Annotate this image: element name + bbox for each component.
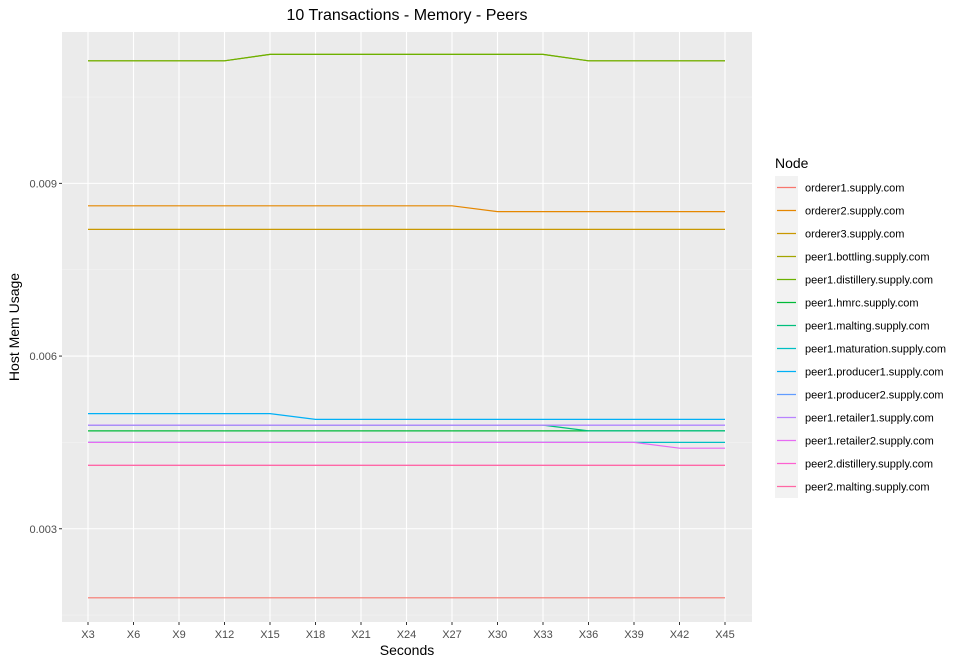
x-tick-label: X9 — [172, 629, 185, 641]
legend-item: peer1.malting.supply.com — [775, 314, 930, 337]
series-lines — [88, 53, 725, 599]
legend-item: peer1.distillery.supply.com — [775, 268, 933, 291]
legend-label: peer1.producer1.supply.com — [805, 367, 944, 379]
x-tick-label: X36 — [579, 629, 599, 641]
legend-label: peer1.hmrc.supply.com — [805, 298, 919, 310]
legend-label: peer1.retailer2.supply.com — [805, 436, 934, 448]
series-line-2 — [88, 205, 725, 213]
legend-item: peer1.producer1.supply.com — [775, 360, 944, 383]
major-gridlines — [62, 32, 752, 622]
legend-item: orderer2.supply.com — [775, 199, 904, 222]
x-tick-label: X30 — [488, 629, 508, 641]
x-tick-label: X39 — [624, 629, 644, 641]
x-tick-label: X3 — [81, 629, 94, 641]
legend-label: orderer3.supply.com — [805, 229, 904, 241]
x-tick-label: X18 — [306, 629, 326, 641]
series-line-12 — [88, 441, 725, 449]
x-tick-label: X21 — [351, 629, 371, 641]
x-tick-label: X27 — [442, 629, 462, 641]
legend-label: peer1.maturation.supply.com — [805, 344, 946, 356]
x-tick-label: X33 — [533, 629, 553, 641]
legend-item: peer2.malting.supply.com — [775, 475, 930, 498]
legend-label: peer1.malting.supply.com — [805, 321, 930, 333]
x-tick-label: X45 — [715, 629, 735, 641]
y-axis-title: Host Mem Usage — [6, 273, 22, 381]
legend-title: Node — [775, 155, 809, 171]
chart-title: 10 Transactions - Memory - Peers — [287, 7, 528, 24]
x-axis-title: Seconds — [380, 642, 434, 658]
legend: Node orderer1.supply.com orderer2.supply.… — [775, 155, 946, 498]
x-tick-label: X42 — [670, 629, 690, 641]
legend-item: peer2.distillery.supply.com — [775, 452, 933, 475]
legend-item: orderer3.supply.com — [775, 222, 904, 245]
series-line-9 — [88, 413, 725, 420]
legend-item: orderer1.supply.com — [775, 176, 904, 199]
y-axis: 0.003 0.006 0.009 — [29, 178, 62, 536]
y-tick-label: 0.009 — [29, 178, 57, 190]
legend-label: peer2.malting.supply.com — [805, 482, 930, 494]
legend-label: orderer1.supply.com — [805, 183, 904, 195]
legend-label: peer1.producer2.supply.com — [805, 390, 944, 402]
legend-label: peer1.distillery.supply.com — [805, 275, 933, 287]
legend-item: peer1.bottling.supply.com — [775, 245, 930, 268]
legend-label: peer1.bottling.supply.com — [805, 252, 930, 264]
legend-label: peer1.retailer1.supply.com — [805, 413, 934, 425]
legend-label: peer2.distillery.supply.com — [805, 459, 933, 471]
series-line-5 — [88, 53, 725, 62]
legend-item: peer1.producer2.supply.com — [775, 383, 944, 406]
x-tick-label: X24 — [397, 629, 417, 641]
legend-item: peer1.retailer2.supply.com — [775, 429, 934, 452]
y-tick-label: 0.003 — [29, 524, 57, 536]
x-tick-label: X12 — [215, 629, 235, 641]
x-tick-label: X15 — [260, 629, 280, 641]
legend-items: orderer1.supply.com orderer2.supply.com or… — [775, 176, 946, 498]
legend-item: peer1.maturation.supply.com — [775, 337, 946, 360]
legend-label: orderer2.supply.com — [805, 206, 904, 218]
legend-item: peer1.retailer1.supply.com — [775, 406, 934, 429]
x-tick-label: X6 — [127, 629, 140, 641]
legend-item: peer1.hmrc.supply.com — [775, 291, 919, 314]
y-tick-label: 0.006 — [29, 351, 57, 363]
x-axis: X3 X6 X9 X12 X15 X18 X21 X24 X27 X30 X33 X36 X39 X42 X… — [81, 622, 735, 641]
